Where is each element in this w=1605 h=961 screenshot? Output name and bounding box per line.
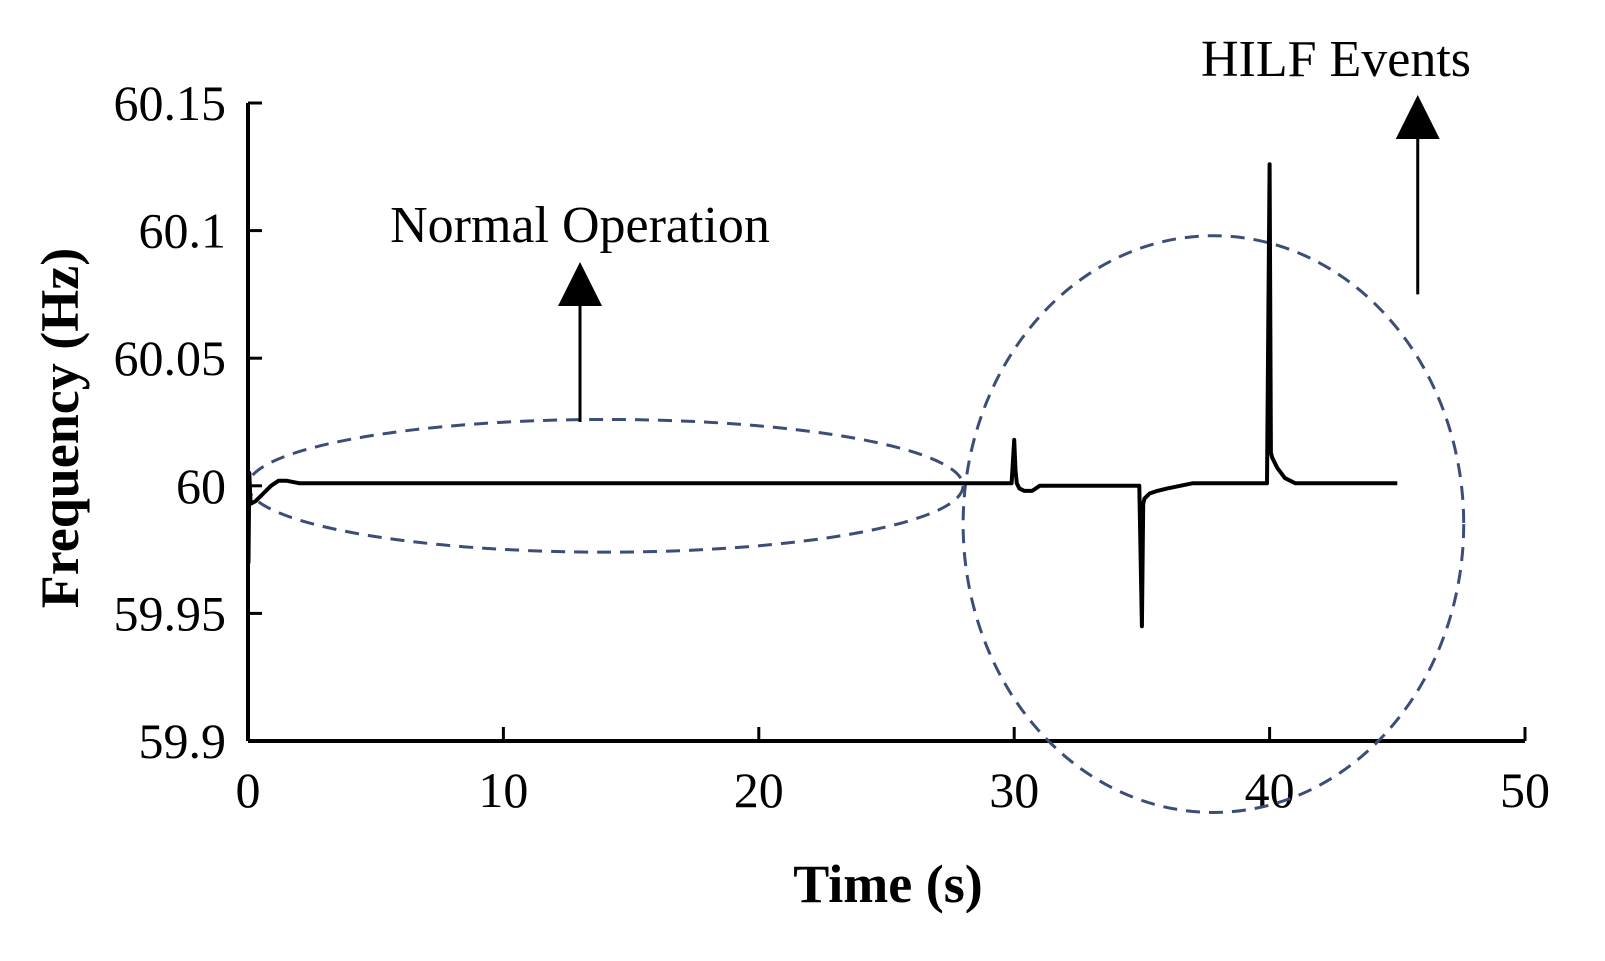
x-tick-label: 0 — [236, 762, 261, 818]
annotation-arrow-head — [558, 262, 603, 306]
y-axis-title: Frequency (Hz) — [30, 248, 90, 608]
y-tick-label: 60 — [176, 458, 226, 514]
annotation-label: HILF Events — [1201, 31, 1471, 88]
y-tick-label: 60.1 — [139, 203, 227, 259]
y-tick-label: 59.95 — [114, 585, 227, 641]
annotation-arrow-head — [1395, 95, 1440, 139]
annotation-ellipse — [961, 234, 1466, 814]
axes: 59.9 59.95 60 60.05 60.1 60.15 0 10 20 30 40 50 — [114, 75, 1551, 818]
x-tick-label: 30 — [989, 762, 1039, 818]
x-tick-label: 20 — [734, 762, 784, 818]
series-line — [246, 162, 1398, 629]
series-group — [246, 162, 1398, 629]
x-axis-title: Time (s) — [793, 854, 982, 914]
annotation-ellipse — [246, 417, 965, 554]
y-tick-label: 60.15 — [114, 75, 227, 131]
annotation-ellipses — [246, 234, 1466, 814]
annotation-group: Normal Operation HILF Events — [390, 31, 1471, 422]
y-tick-label: 59.9 — [139, 713, 227, 769]
x-tick-label: 40 — [1245, 762, 1295, 818]
annotation-label: Normal Operation — [390, 197, 770, 254]
y-tick-label: 60.05 — [114, 330, 227, 386]
x-tick-label: 50 — [1500, 762, 1550, 818]
x-tick-label: 10 — [478, 762, 528, 818]
